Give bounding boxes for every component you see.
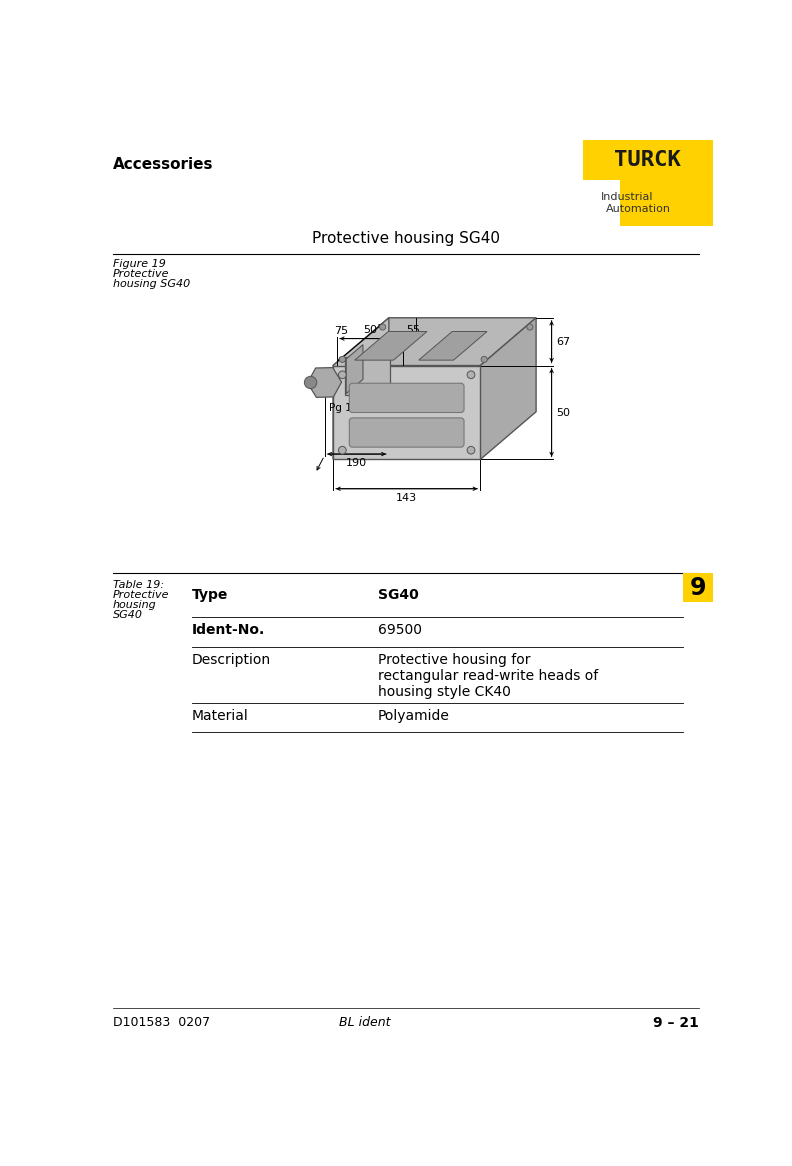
Text: Protective housing SG40: Protective housing SG40 (312, 231, 500, 246)
Text: TURCK: TURCK (615, 150, 681, 170)
Text: Ident-No.: Ident-No. (192, 624, 265, 638)
Circle shape (338, 371, 346, 379)
Text: 9 – 21: 9 – 21 (653, 1017, 699, 1031)
Circle shape (338, 447, 346, 454)
Text: Figure 19: Figure 19 (113, 259, 166, 269)
Text: Industrial: Industrial (601, 192, 653, 202)
Polygon shape (346, 345, 363, 394)
Text: 67: 67 (556, 337, 570, 346)
Polygon shape (480, 318, 536, 459)
Circle shape (379, 324, 386, 330)
Text: Pg 13,5: Pg 13,5 (329, 403, 368, 413)
Text: housing SG40: housing SG40 (113, 280, 190, 289)
Circle shape (527, 324, 533, 330)
Text: 50: 50 (363, 324, 377, 335)
Text: SG40: SG40 (378, 588, 419, 602)
Text: Protective: Protective (113, 590, 169, 600)
Text: Polyamide: Polyamide (378, 709, 450, 723)
Bar (584, 140, 713, 180)
Text: Protective housing for
rectangular read-write heads of
housing style CK40: Protective housing for rectangular read-… (378, 653, 598, 700)
Polygon shape (333, 365, 480, 459)
Circle shape (304, 377, 317, 388)
Polygon shape (419, 331, 487, 360)
Text: 50: 50 (556, 407, 570, 417)
Text: housing: housing (113, 600, 157, 610)
Text: BL ident: BL ident (339, 1017, 390, 1030)
Bar (683, 573, 713, 602)
Text: Table 19:: Table 19: (113, 581, 164, 590)
Circle shape (481, 357, 487, 363)
Text: Automation: Automation (606, 204, 671, 213)
Text: Protective: Protective (113, 269, 169, 280)
Text: 69500: 69500 (378, 624, 422, 638)
FancyBboxPatch shape (345, 358, 390, 395)
Text: Accessories: Accessories (113, 157, 214, 171)
Circle shape (339, 357, 345, 363)
Text: 143: 143 (396, 492, 417, 503)
Text: Material: Material (192, 709, 249, 723)
Text: 9: 9 (690, 576, 706, 600)
Bar (620, 180, 713, 226)
Text: 75: 75 (334, 325, 348, 336)
FancyBboxPatch shape (349, 384, 464, 413)
Text: Type: Type (192, 588, 228, 602)
FancyBboxPatch shape (349, 417, 464, 447)
Text: SG40: SG40 (113, 610, 143, 620)
Polygon shape (333, 318, 536, 365)
Text: Description: Description (192, 653, 271, 667)
Text: 190: 190 (346, 458, 367, 468)
Circle shape (467, 447, 475, 454)
Text: D101583  0207: D101583 0207 (113, 1017, 210, 1030)
Circle shape (467, 371, 475, 379)
Polygon shape (333, 318, 389, 459)
Text: 55: 55 (406, 324, 421, 335)
Polygon shape (355, 331, 427, 360)
